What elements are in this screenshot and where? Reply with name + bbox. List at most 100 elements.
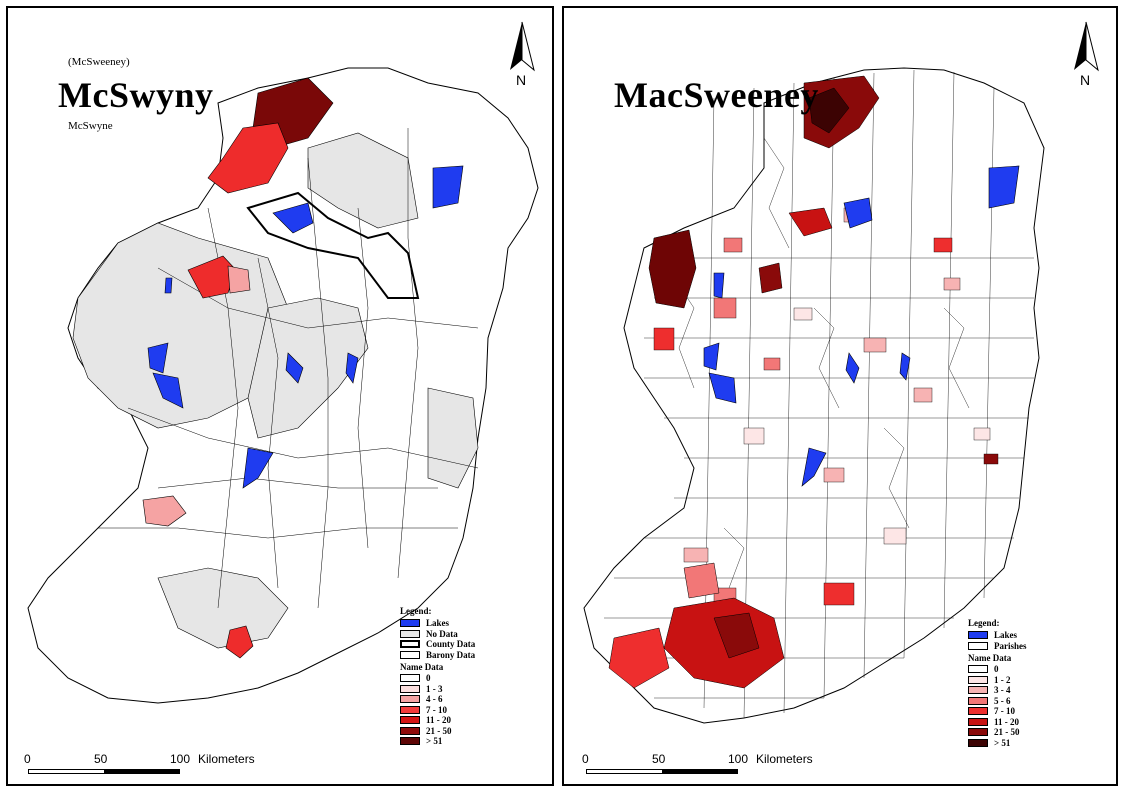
legend-item: Lakes [400,618,475,629]
legend-label: County Data [426,639,476,650]
scale-tick-0: 0 [582,752,589,766]
legend-class: 7 - 10 [968,706,1027,717]
legend-class-label: 5 - 6 [994,695,1011,706]
legend-item: Parishes [968,641,1027,652]
ireland-map-barony [27,67,539,704]
no-data-region-east [427,387,479,489]
lakes-group [703,165,1020,487]
roscommon-cluster [758,262,783,294]
no-data-region-northwest [307,132,419,229]
limerick-cluster [683,562,720,599]
alias-bottom: McSwyne [68,120,113,132]
map-title: McSwyny [58,75,214,115]
legend-class: > 51 [968,738,1027,749]
legend-swatch [400,629,420,638]
cork-red [225,625,254,659]
legend-class-label: 4 - 6 [426,694,443,705]
legend-swatch [968,696,988,705]
legend-name-heading: Name Data [968,653,1012,663]
legend-swatch [400,650,420,659]
mayo-cluster [648,229,697,309]
north-label: N [1080,72,1091,88]
legend-swatch [400,737,420,746]
legend-swatch [400,716,420,725]
legend-class: 11 - 20 [400,715,475,726]
donegal-mid [207,122,289,194]
legend-swatch [400,674,420,683]
scale-bar: 0 50 100 Kilometers [24,752,284,782]
legend-class-label: 0 [994,664,999,675]
legend-label: Barony Data [426,649,476,660]
legend-swatch [968,738,988,747]
scale-unit: Kilometers [198,752,255,766]
legend-swatch [968,665,988,674]
legend-class: 5 - 6 [968,696,1027,707]
legend-swatch [400,684,420,693]
lakes-group [147,165,464,489]
scale-tick-50: 50 [94,752,108,766]
legend-swatch [968,686,988,695]
legend-class: 1 - 3 [400,684,475,695]
north-arrow-icon [510,21,535,72]
legend-class-label: > 51 [994,737,1011,748]
legend-class-label: 7 - 10 [426,704,447,715]
map-title: MacSweeney [614,75,819,115]
legend-swatch [968,707,988,716]
legend-swatch [400,619,420,628]
legend-class-label: 21 - 50 [426,725,452,736]
legend-class: 1 - 2 [968,675,1027,686]
clare-pink [142,495,187,527]
legend-class: 11 - 20 [968,717,1027,728]
legend-heading: Legend: [400,606,432,616]
scale-unit: Kilometers [756,752,813,766]
map-panel-macsweeney: MacSweeney N Legend: Lakes Parishes Name Da… [562,6,1118,786]
north-arrow-icon [1074,21,1099,72]
legend-class-label: 1 - 3 [426,683,443,694]
legend-item: Lakes [968,630,1027,641]
legend-class: 21 - 50 [968,727,1027,738]
scale-bar-graphic [28,769,180,774]
legend-class: 3 - 4 [968,685,1027,696]
sligo-pink [227,265,251,294]
legend-class: > 51 [400,736,475,747]
donegal-core [808,87,850,134]
legend-class-label: 7 - 10 [994,706,1015,717]
sligo-cluster [788,207,833,237]
barony-boundaries [98,128,479,609]
scale-tick-100: 100 [728,752,749,766]
legend-class-label: > 51 [426,736,443,747]
legend-label: Lakes [994,630,1018,641]
scale-bar-graphic [586,769,738,774]
scale-bar: 0 50 100 Kilometers [582,752,852,782]
scale-tick-100: 100 [170,752,191,766]
ireland-map-parish [583,67,1045,724]
legend-label: Lakes [426,618,450,629]
north-label: N [516,72,527,88]
no-data-region-south [157,567,289,649]
legend-class: 0 [400,673,475,684]
legend-item: Barony Data [400,650,475,661]
legend-class: 7 - 10 [400,705,475,716]
legend: Legend: Lakes No Data County Data Barony Dat… [400,606,475,747]
legend-label: No Data [426,628,458,639]
legend-name-heading: Name Data [400,662,444,672]
legend-class-label: 11 - 20 [994,716,1020,727]
kerry-cluster [608,627,670,689]
alias-top: (McSweeney) [68,56,130,68]
legend-label: Parishes [994,640,1027,651]
legend-class-label: 3 - 4 [994,685,1011,696]
legend-swatch [400,726,420,735]
legend-swatch [400,640,420,649]
legend-swatch [968,717,988,726]
no-data-region-midlands [247,297,369,439]
legend-heading: Legend: [968,618,1000,628]
scale-tick-50: 50 [652,752,666,766]
legend-swatch [968,641,988,650]
legend-class: 4 - 6 [400,694,475,705]
map-panel-mcswyny: (McSweeney) McSwyny McSwyne N Legend: Lak… [6,6,554,786]
legend-class-label: 1 - 2 [994,674,1011,685]
county-data-boundary [246,191,420,299]
legend-class: 0 [968,664,1027,675]
scale-tick-0: 0 [24,752,31,766]
